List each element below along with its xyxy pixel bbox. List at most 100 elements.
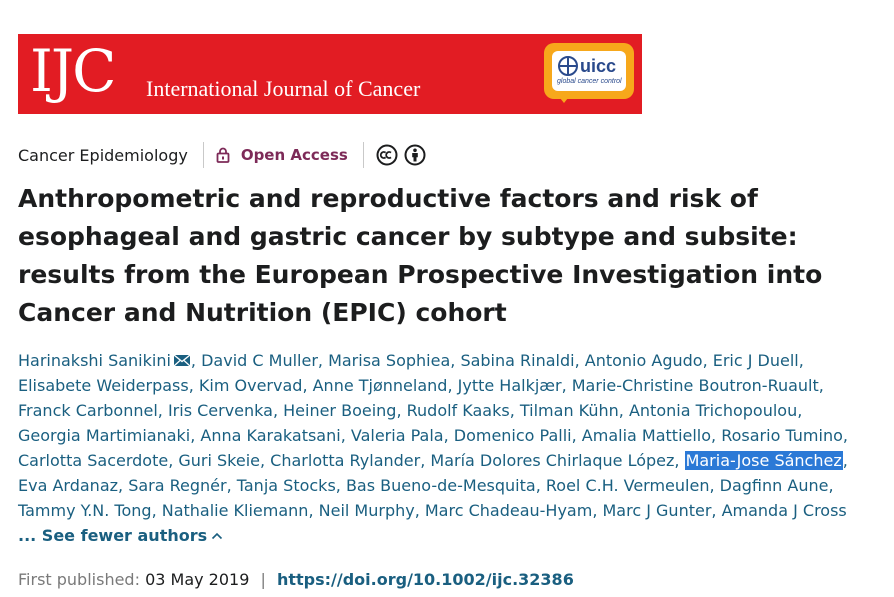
author-link[interactable]: Kim Overvad (198, 376, 303, 395)
author-separator: , (561, 376, 572, 395)
author-separator: , (450, 351, 461, 370)
author-link[interactable]: Franck Carbonnel (18, 401, 158, 420)
author-separator: , (414, 501, 425, 520)
author-list: Harinakshi Sanikini, David C Muller, Mar… (18, 348, 884, 548)
author-separator: , (272, 401, 284, 420)
author-separator: , (157, 401, 168, 420)
author-link[interactable]: Guri Skeie (178, 451, 260, 470)
divider (362, 142, 364, 168)
journal-name: International Journal of Cancer (146, 76, 421, 101)
author-separator: , (842, 451, 848, 470)
author-link[interactable]: Bas Bueno-de-Mesquita (345, 476, 536, 495)
author-link[interactable]: Amalia Mattiello (581, 426, 712, 445)
open-access-label: Open Access (240, 146, 348, 164)
article-title: Anthropometric and reproductive factors … (18, 184, 823, 327)
author-link[interactable]: Rudolf Kaaks (406, 401, 510, 420)
author-separator: , (190, 351, 202, 370)
author-link[interactable]: Iris Cervenka (167, 401, 273, 420)
author-link[interactable]: Harinakshi Sanikini (18, 351, 171, 370)
author-separator: , (509, 401, 520, 420)
author-separator: , (618, 401, 629, 420)
author-separator: , (443, 426, 454, 445)
journal-banner[interactable]: IJC International Journal of Cancer uicc… (18, 34, 642, 114)
author-separator: , (592, 501, 603, 520)
publication-info: First published: 03 May 2019 | https://d… (18, 568, 574, 592)
author-separator: , (151, 501, 162, 520)
uicc-logo-text: uicc (580, 56, 617, 76)
author-separator: , (396, 401, 407, 420)
author-link[interactable]: Domenico Palli (453, 426, 572, 445)
mail-icon[interactable] (173, 354, 191, 367)
author-link[interactable]: Eric J Duell (712, 351, 799, 370)
author-separator: , (711, 501, 722, 520)
author-separator: , (447, 376, 458, 395)
author-link[interactable]: Carlotta Sacerdote (18, 451, 169, 470)
author-link[interactable]: Antonia Trichopoulou (628, 401, 798, 420)
author-separator: , (226, 476, 237, 495)
author-link[interactable]: David C Muller (201, 351, 318, 370)
author-separator: , (118, 476, 129, 495)
author-separator: , (571, 426, 582, 445)
author-separator: , (340, 426, 351, 445)
author-separator: , (828, 476, 834, 495)
divider (202, 142, 204, 168)
author-separator: , (818, 376, 824, 395)
author-separator: , (798, 351, 804, 370)
author-link[interactable]: Georgia Martimianaki (18, 426, 191, 445)
author-separator: , (260, 451, 271, 470)
author-link[interactable]: Heiner Boeing (283, 401, 397, 420)
author-separator: , (168, 451, 179, 470)
globe-icon (558, 56, 578, 76)
author-link[interactable]: Dagfinn Aune (719, 476, 829, 495)
author-separator: , (317, 351, 329, 370)
journal-logo: IJC (30, 37, 117, 105)
author-link[interactable]: Marc J Gunter (602, 501, 712, 520)
author-link[interactable]: Sara Regnér (128, 476, 227, 495)
author-separator: , (535, 476, 546, 495)
article-section[interactable]: Cancer Epidemiology (18, 145, 188, 165)
author-link[interactable]: María Dolores Chirlaque López (430, 451, 675, 470)
see-fewer-authors-button[interactable]: ... See fewer authors (18, 526, 223, 545)
author-link[interactable]: Eva Ardanaz (18, 476, 119, 495)
chevron-up-icon (212, 532, 223, 540)
author-link[interactable]: Sabina Rinaldi (460, 351, 575, 370)
cc-by-icon[interactable] (404, 144, 426, 166)
author-link[interactable]: Maria-Jose Sánchez (684, 451, 843, 470)
author-link[interactable]: Tilman Kühn (519, 401, 619, 420)
author-link[interactable]: Marisa Sophiea (328, 351, 451, 370)
author-separator: , (308, 501, 319, 520)
author-link[interactable]: Marie-Christine Boutron-Ruault (571, 376, 819, 395)
author-separator: , (702, 351, 713, 370)
author-link[interactable]: Tammy Y.N. Tong (18, 501, 152, 520)
author-link[interactable]: Anna Karakatsani (200, 426, 341, 445)
author-separator: , (842, 426, 848, 445)
author-link[interactable]: Anne Tjønneland (312, 376, 448, 395)
author-separator: , (674, 451, 685, 470)
first-published-label: First published: (18, 570, 140, 589)
see-fewer-label: ... See fewer authors (18, 526, 208, 545)
author-link[interactable]: Charlotta Rylander (270, 451, 421, 470)
author-separator: , (711, 426, 722, 445)
author-link[interactable]: Marc Chadeau-Hyam (424, 501, 593, 520)
author-link[interactable]: Amanda J Cross (721, 501, 847, 520)
uicc-tagline: global cancer control (557, 78, 622, 85)
author-separator: , (420, 451, 431, 470)
doi-link[interactable]: https://doi.org/10.1002/ijc.32386 (276, 570, 574, 589)
author-link[interactable]: Elisabete Weiderpass (18, 376, 189, 395)
author-link[interactable]: Tanja Stocks (236, 476, 336, 495)
author-link[interactable]: Neil Murphy (318, 501, 415, 520)
author-separator: , (190, 426, 201, 445)
author-link[interactable]: Jytte Halkjær (457, 376, 562, 395)
author-separator: , (335, 476, 346, 495)
author-link[interactable]: Antonio Agudo (584, 351, 703, 370)
author-separator: , (709, 476, 720, 495)
author-link[interactable]: Roel C.H. Vermeulen (545, 476, 710, 495)
author-link[interactable]: Rosario Tumino (721, 426, 843, 445)
author-link[interactable]: Nathalie Kliemann (161, 501, 309, 520)
cc-icon[interactable] (376, 144, 398, 166)
separator: | (260, 570, 266, 589)
author-separator: , (574, 351, 585, 370)
uicc-logo: uicc global cancer control (544, 43, 634, 103)
author-separator: , (797, 401, 803, 420)
author-link[interactable]: Valeria Pala (350, 426, 444, 445)
